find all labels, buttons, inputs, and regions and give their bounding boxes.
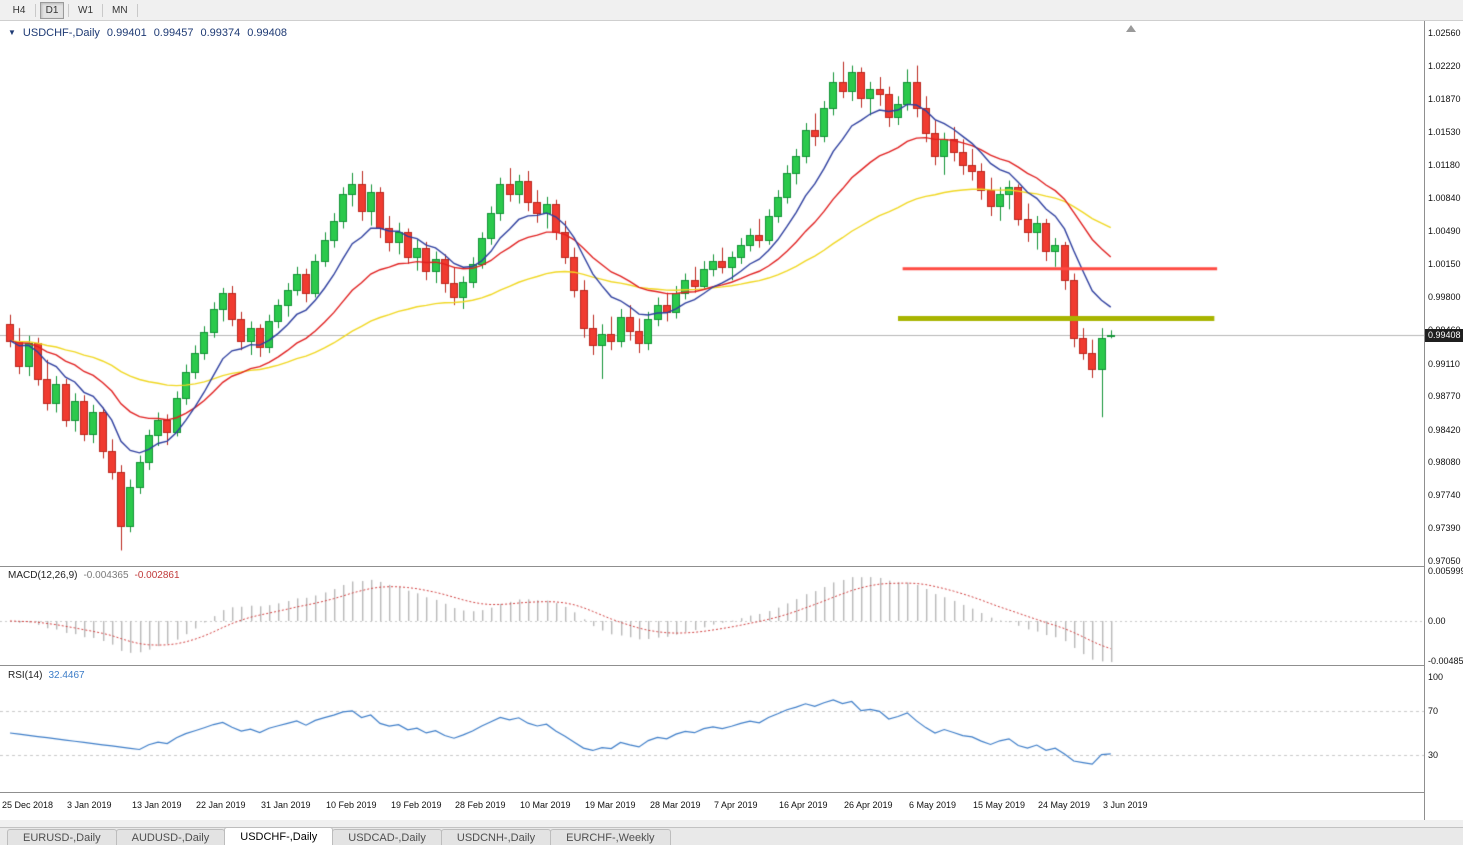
macd-main-value: -0.004365 <box>83 570 129 581</box>
date-axis-label: 31 Jan 2019 <box>261 800 311 810</box>
chart-tab-eurusd-daily[interactable]: EURUSD-,Daily <box>7 829 117 845</box>
macd-axis-label: -0.0048588 <box>1428 656 1463 666</box>
macd-indicator-name: MACD(12,26,9) <box>8 570 78 581</box>
date-axis-label: 24 May 2019 <box>1038 800 1091 810</box>
toolbar-separator <box>35 3 36 17</box>
macd-panel-label: MACD(12,26,9) -0.004365 -0.002861 <box>8 570 180 581</box>
price-axis-label: 0.97740 <box>1428 490 1461 500</box>
date-axis-label: 16 Apr 2019 <box>779 800 828 810</box>
price-axis-label: 0.99800 <box>1428 292 1461 302</box>
date-axis-label: 3 Jun 2019 <box>1103 800 1148 810</box>
timeframe-button-d1[interactable]: D1 <box>40 1 64 19</box>
chart-shift-marker[interactable] <box>1126 25 1136 32</box>
low-value: 0.99374 <box>200 27 241 39</box>
symbol-timeframe-label: USDCHF-,Daily <box>22 27 100 39</box>
rsi-axis-label: 30 <box>1428 750 1439 760</box>
date-axis-label: 3 Jan 2019 <box>67 800 112 810</box>
price-axis-label: 1.00150 <box>1428 259 1461 269</box>
toolbar-separator <box>102 3 103 17</box>
macd-axis-label: 0.00 <box>1428 616 1446 626</box>
rsi-axis-label: 70 <box>1428 706 1439 716</box>
timeframe-button-h4[interactable]: H4 <box>12 4 26 16</box>
price-axis-label: 0.99110 <box>1428 359 1460 369</box>
current-price-tag: 0.99408 <box>1425 329 1463 342</box>
panel-splitter[interactable] <box>0 665 1463 666</box>
price-axis-label: 0.98420 <box>1428 425 1461 435</box>
main-chart-canvas[interactable] <box>0 21 1424 566</box>
panel-splitter <box>0 792 1463 793</box>
panel-splitter[interactable] <box>0 566 1463 567</box>
timeframe-toolbar: H4 D1 W1 MN <box>0 0 1463 21</box>
price-axis-label: 1.01530 <box>1428 127 1461 137</box>
price-axis-label: 0.98770 <box>1428 391 1461 401</box>
chart-tab-eurchf-weekly[interactable]: EURCHF-,Weekly <box>550 829 671 845</box>
date-axis-label: 26 Apr 2019 <box>844 800 893 810</box>
timeframe-button-w1[interactable]: W1 <box>78 4 93 16</box>
toolbar-separator <box>136 3 138 17</box>
chart-window: ▼ USDCHF-,Daily 0.99401 0.99457 0.99374 … <box>0 21 1463 820</box>
macd-canvas[interactable] <box>0 566 1424 665</box>
date-axis-label: 28 Mar 2019 <box>650 800 701 810</box>
price-axis-label: 1.02220 <box>1428 61 1461 71</box>
price-axis-label: 1.00840 <box>1428 193 1461 203</box>
chart-tab-audusd-daily[interactable]: AUDUSD-,Daily <box>115 829 226 845</box>
timeframe-button-mn[interactable]: MN <box>112 4 128 16</box>
date-axis-label: 15 May 2019 <box>973 800 1026 810</box>
price-axis-label: 1.01180 <box>1428 160 1460 170</box>
date-axis-label: 13 Jan 2019 <box>132 800 182 810</box>
rsi-value: 32.4467 <box>48 670 85 681</box>
price-axis-label: 0.98080 <box>1428 457 1461 467</box>
date-axis-label: 7 Apr 2019 <box>714 800 758 810</box>
price-axis-label: 1.00490 <box>1428 226 1461 236</box>
date-axis-label: 19 Feb 2019 <box>391 800 442 810</box>
rsi-canvas[interactable] <box>0 665 1424 792</box>
chevron-down-icon: ▼ <box>8 28 16 37</box>
chart-tab-usdchf-daily[interactable]: USDCHF-,Daily <box>224 827 334 845</box>
rsi-indicator-name: RSI(14) <box>8 670 43 681</box>
date-axis-label: 22 Jan 2019 <box>196 800 246 810</box>
date-axis-label: 10 Mar 2019 <box>520 800 571 810</box>
chart-tab-bar: EURUSD-,Daily AUDUSD-,Daily USDCHF-,Daily U… <box>0 827 1463 845</box>
date-axis-label: 28 Feb 2019 <box>455 800 506 810</box>
date-axis-label: 10 Feb 2019 <box>326 800 377 810</box>
price-axis-label: 1.01870 <box>1428 94 1461 104</box>
price-axis-label: 1.02560 <box>1428 28 1461 38</box>
close-value: 0.99408 <box>247 27 287 39</box>
price-axis[interactable]: 0.99408 1.02560 1.02220 1.01870 1.01530 1.01… <box>1425 21 1463 820</box>
macd-axis-label: 0.0059999 <box>1428 566 1463 576</box>
axis-divider <box>1424 21 1425 820</box>
date-axis-label: 19 Mar 2019 <box>585 800 636 810</box>
chart-legend: ▼ USDCHF-,Daily 0.99401 0.99457 0.99374 … <box>8 27 287 39</box>
price-axis-label: 0.97390 <box>1428 523 1461 533</box>
date-axis-label: 6 May 2019 <box>909 800 957 810</box>
chart-tab-usdcad-daily[interactable]: USDCAD-,Daily <box>332 829 442 845</box>
chart-tab-usdcnh-daily[interactable]: USDCNH-,Daily <box>440 829 552 845</box>
price-axis-label: 0.97050 <box>1428 556 1461 566</box>
high-value: 0.99457 <box>153 27 194 39</box>
rsi-panel-label: RSI(14) 32.4467 <box>8 670 85 681</box>
toolbar-separator <box>68 3 69 17</box>
date-axis-label: 25 Dec 2018 <box>2 800 54 810</box>
rsi-axis-label: 100 <box>1428 672 1444 682</box>
macd-signal-value: -0.002861 <box>134 570 180 581</box>
time-axis[interactable]: 25 Dec 2018 3 Jan 2019 13 Jan 2019 22 Jan 2… <box>0 792 1424 820</box>
open-value: 0.99401 <box>106 27 147 39</box>
